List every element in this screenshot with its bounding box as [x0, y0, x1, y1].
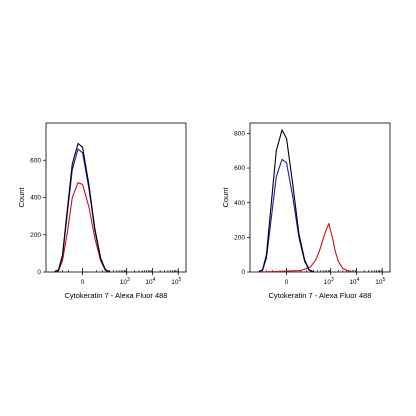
x-tick-label: 104: [145, 277, 155, 286]
plot-frame: [249, 122, 391, 273]
histogram-series-1: [259, 222, 354, 273]
x-tick-label: 105: [375, 277, 385, 286]
histogram-series-3: [258, 129, 314, 273]
x-tick-label: 103: [324, 277, 334, 286]
histogram-series-3: [54, 142, 110, 273]
y-tick-label: 400: [234, 200, 245, 207]
y-tick-label: 600: [234, 165, 245, 172]
y-tick-label: 600: [30, 157, 41, 164]
x-axis-title: Cytokeratin 7 - Alexa Fluor 488: [269, 291, 372, 300]
x-tick-label: 105: [171, 277, 181, 286]
y-tick-label: 0: [37, 269, 41, 276]
histogram-series-1: [54, 182, 110, 273]
x-tick-label: 104: [349, 277, 359, 286]
x-tick-label: 103: [120, 277, 130, 286]
x-tick-label: 0: [285, 279, 289, 286]
histogram-series-2: [258, 158, 314, 273]
x-tick-label: 0: [81, 279, 85, 286]
y-tick-label: 400: [30, 195, 41, 202]
y-axis-title: Count: [17, 187, 26, 208]
y-tick-label: 200: [30, 232, 41, 239]
plot-frame: [45, 122, 187, 273]
x-axis-title: Cytokeratin 7 - Alexa Fluor 488: [65, 291, 168, 300]
y-axis-title: Count: [221, 187, 230, 208]
y-tick-label: 200: [234, 235, 245, 242]
y-tick-label: 0: [241, 269, 245, 276]
y-tick-label: 800: [234, 131, 245, 138]
